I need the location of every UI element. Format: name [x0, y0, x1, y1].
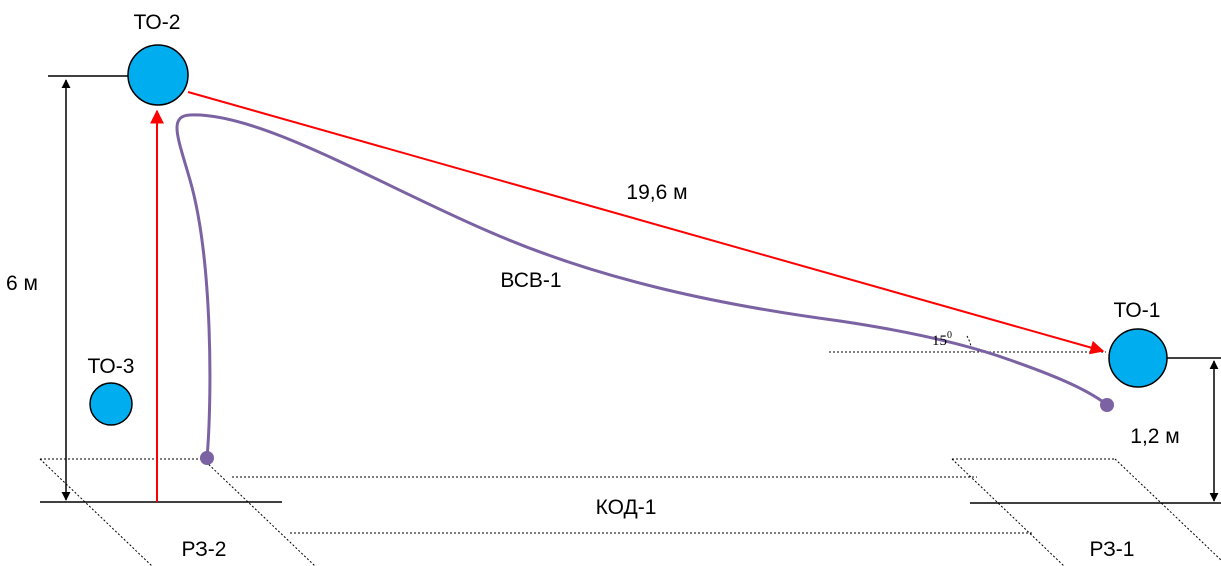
- node-to2: [127, 44, 189, 106]
- rz1-zone: [951, 458, 1221, 566]
- label-to2: ТО-2: [134, 11, 181, 34]
- cable-end-left: [200, 451, 214, 465]
- node-to3: [89, 382, 133, 426]
- label-angle: 150: [932, 330, 952, 349]
- label-cable: ВСВ-1: [500, 269, 561, 292]
- label-rz2: РЗ-2: [182, 538, 227, 561]
- label-distance: 19,6 м: [626, 181, 687, 204]
- rz2-zone: [39, 458, 316, 566]
- cable-vsv1-path: [175, 113, 1107, 459]
- label-height-left: 6 м: [6, 272, 38, 295]
- label-rz1: РЗ-1: [1090, 538, 1135, 561]
- label-height-right: 1,2 м: [1130, 425, 1179, 448]
- label-to1: ТО-1: [1114, 299, 1161, 322]
- diagonal-red-arrow: [187, 91, 1105, 355]
- cable-end-right: [1100, 398, 1114, 412]
- label-channel: КОД-1: [596, 496, 657, 519]
- label-to3: ТО-3: [88, 355, 135, 378]
- kod1-channel: [232, 476, 1033, 534]
- angle-arc: [966, 335, 973, 353]
- node-to1: [1108, 328, 1168, 388]
